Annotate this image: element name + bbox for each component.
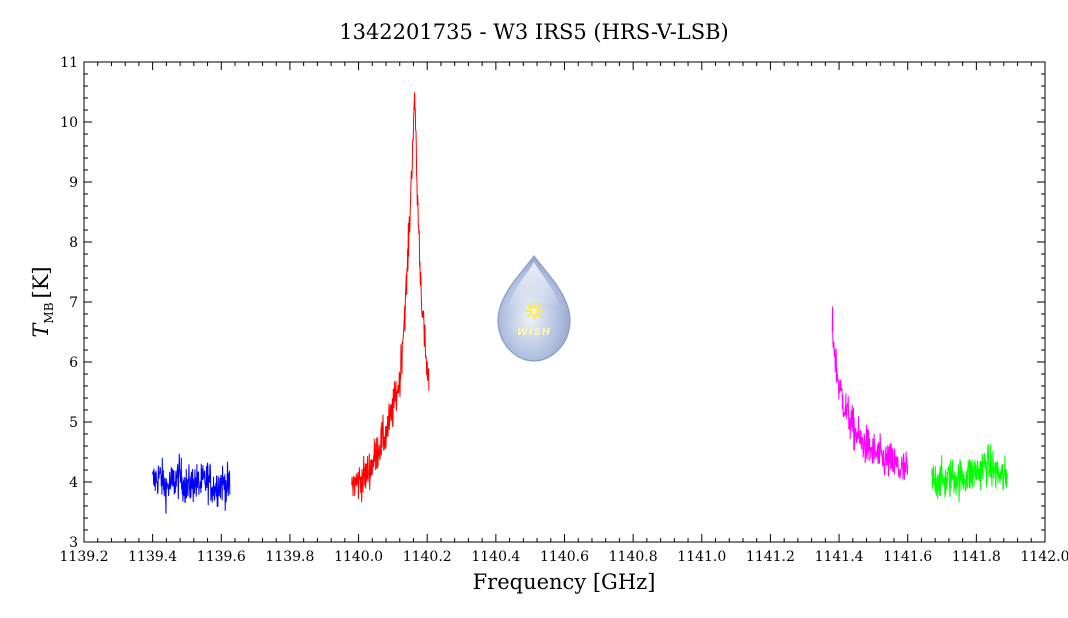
x-axis-label: Frequency [GHz]: [473, 570, 656, 594]
x-axis-tick-labels: 1139.2 1139.4 1139.6 1139.8 1140.0 1140.2 1140…: [60, 549, 1068, 565]
y-axis-label: TMB [K]: [29, 266, 56, 337]
x-tick-label: 1140.6: [540, 549, 589, 565]
x-tick-label: 1140.8: [609, 549, 658, 565]
y-axis-tick-labels: 3 4 5 6 7 8 9 10 11: [60, 55, 78, 551]
series-layer: [152, 92, 1008, 514]
wish-logo: WISH: [497, 254, 571, 362]
x-tick-label: 1139.2: [60, 549, 109, 565]
y-axis-label-sub: MB: [42, 302, 56, 323]
y-tick-label: 7: [69, 295, 78, 311]
y-tick-label: 8: [69, 235, 78, 251]
x-tick-label: 1139.8: [265, 549, 314, 565]
x-tick-label: 1140.0: [334, 549, 383, 565]
y-axis-label-main: T: [29, 322, 53, 338]
series-line-2: [351, 92, 430, 503]
x-tick-label: 1141.2: [746, 549, 795, 565]
x-tick-label: 1140.2: [403, 549, 452, 565]
star-core: [531, 308, 537, 314]
y-tick-label: 11: [60, 55, 78, 71]
logo-text: WISH: [517, 327, 551, 338]
x-tick-label: 1140.4: [471, 549, 520, 565]
x-tick-label: 1142.0: [1021, 549, 1068, 565]
y-tick-label: 10: [60, 115, 78, 131]
y-tick-label: 4: [69, 475, 78, 491]
x-tick-label: 1141.0: [677, 549, 726, 565]
y-axis-ticks: [84, 61, 1045, 543]
series-line-3: [831, 306, 909, 480]
y-tick-label: 6: [69, 355, 78, 371]
x-tick-label: 1141.6: [883, 549, 932, 565]
drop-shine: [508, 262, 560, 310]
chart-title: 1342201735 - W3 IRS5 (HRS-V-LSB): [339, 20, 729, 44]
y-tick-label: 3: [69, 535, 78, 551]
series-line-1: [152, 453, 231, 514]
x-tick-label: 1139.6: [197, 549, 246, 565]
y-axis-label-unit: [K]: [29, 266, 53, 298]
series-line-4: [931, 443, 1008, 503]
x-tick-label: 1141.8: [952, 549, 1001, 565]
y-tick-label: 9: [69, 175, 78, 191]
x-tick-label: 1141.4: [815, 549, 864, 565]
y-tick-label: 5: [69, 415, 78, 431]
x-tick-label: 1139.4: [128, 549, 177, 565]
x-axis-ticks: [83, 62, 1046, 542]
